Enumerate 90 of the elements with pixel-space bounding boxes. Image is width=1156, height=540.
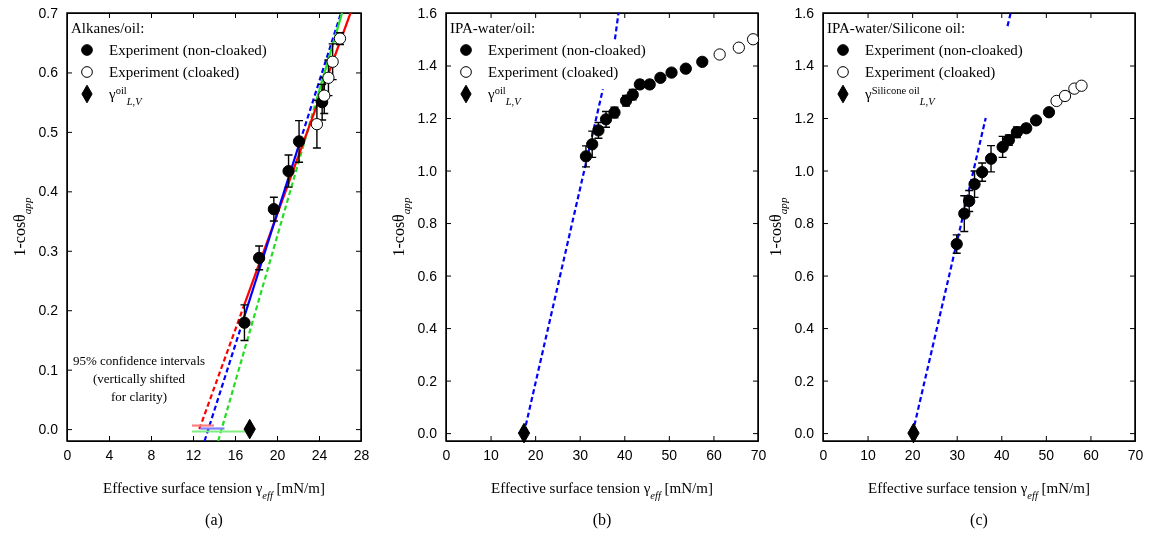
x-tick-label: 8 [147,446,156,463]
point [654,71,667,84]
y-tick-label: 0.4 [38,183,59,200]
y-tick-label: 0.2 [38,302,59,319]
x-axis-title: Effective surface tension γ$_{eff}$ [mN/m] [103,480,325,501]
point [1029,114,1043,127]
point [679,62,692,75]
legend-title: IPA-water/oil: [450,20,536,36]
point [586,138,599,151]
y-tick-label: 0.0 [794,425,815,442]
x-tick-label: 20 [527,446,544,463]
y-tick-label: 1.6 [417,4,438,21]
point [958,207,971,220]
y-tick-label: 0.2 [417,372,438,389]
x-tick-label: 10 [483,446,500,463]
point [963,194,976,208]
y-tick-label: 1.2 [417,110,438,127]
x-tick-label: 10 [860,446,877,463]
legend-label: Experiment (cloaked) [109,64,240,81]
y-tick-label: 0.7 [38,4,59,21]
x-tick-label: 30 [949,446,966,463]
x-tick-label: 50 [661,446,678,463]
x-tick-label: 4 [105,446,114,463]
y-tick-label: 0.4 [417,320,438,337]
point [292,135,306,148]
y-tick-label: 1.4 [794,57,815,74]
x-tick-label: 50 [1038,446,1055,463]
x-tick-label: 20 [904,446,921,463]
legend-label: Experiment (non-cloaked) [109,42,267,59]
y-tick-label: 0.1 [38,361,59,378]
x-axis-title: Effective surface tension γ$_{eff}$ [mN/m] [868,480,1090,501]
point [1075,79,1088,92]
y-tick-label: 0.3 [38,242,59,259]
legend-label: Experiment (non-cloaked) [865,42,1023,59]
point [968,178,981,191]
x-tick-label: 0 [442,446,451,463]
y-tick-label: 1.4 [417,57,438,74]
point [1042,106,1056,119]
annotation: for clarity) [111,389,167,404]
x-tick-label: 24 [311,446,328,463]
y-tick-label: 0.5 [38,123,59,140]
x-tick-label: 28 [353,446,370,463]
point [318,89,331,102]
annotation: 95% confidence intervals [72,353,206,368]
x-tick-label: 40 [994,446,1010,463]
point [665,66,678,79]
x-tick-label: 40 [617,446,633,463]
point [322,71,335,84]
y-tick-label: 0.6 [38,64,59,81]
point [253,251,266,265]
x-tick-label: 12 [185,446,202,463]
y-tick-label: 0.6 [794,267,815,284]
x-tick-label: 30 [572,446,589,463]
y-tick-label: 0.4 [794,320,815,337]
x-tick-label: 60 [706,446,722,463]
y-tick-label: 0.0 [417,425,438,442]
point [310,118,324,131]
y-tick-label: 0.8 [417,215,438,232]
point [696,55,709,68]
y-tick-label: 0.2 [794,372,815,389]
x-tick-label: 20 [269,446,286,463]
point [326,55,339,68]
x-tick-label: 60 [1083,446,1099,463]
y-tick-label: 0.0 [38,421,59,438]
x-tick-label: 16 [227,446,244,463]
legend-label: Experiment (cloaked) [488,64,619,81]
legend-label: Experiment (cloaked) [865,64,996,81]
legend-title: IPA-water/Silicone oil: [827,20,966,36]
y-tick-label: 1.2 [794,110,815,127]
x-tick-label: 0 [63,446,72,463]
point [579,150,593,163]
y-tick-label: 1.0 [417,162,438,179]
text: (c) [970,511,988,529]
y-tick-label: 0.6 [417,267,438,284]
x-axis-title: Effective surface tension γ$_{eff}$ [mN/m] [491,480,713,501]
point [984,152,998,165]
legend-title: Alkanes/oil: [71,20,145,36]
x-tick-label: 0 [819,446,828,463]
annotation: (vertically shifted [92,371,186,386]
x-tick-label: 70 [1127,446,1144,463]
point [282,164,295,178]
point [238,316,251,329]
y-tick-label: 1.6 [794,4,815,21]
text: (a) [205,511,223,529]
text: (b) [592,511,612,529]
x-tick-label: 70 [750,446,767,463]
y-tick-label: 0.8 [794,215,815,232]
point [267,203,280,216]
y-tick-label: 1.0 [794,162,815,179]
legend-label: Experiment (non-cloaked) [488,42,646,59]
